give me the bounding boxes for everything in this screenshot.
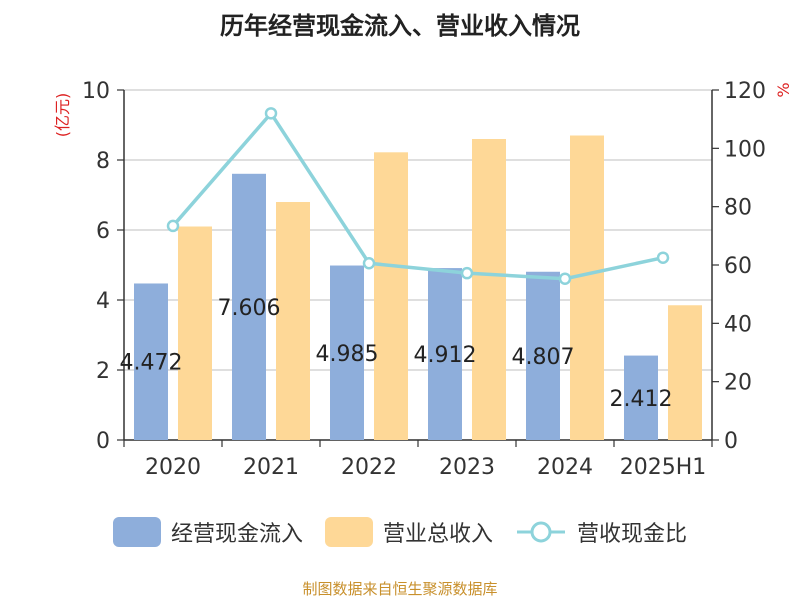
y-left-tick-label: 0 [96,429,110,454]
legend-label-cash-inflow: 经营现金流入 [170,522,303,547]
x-tick-label: 2025H1 [620,455,707,480]
bar-revenue [178,226,212,440]
data-label-cash-inflow: 7.606 [218,296,281,321]
data-label-cash-inflow: 4.807 [512,345,575,370]
y-right-tick-label: 0 [724,429,738,454]
y-left-tick-label: 6 [96,219,110,244]
y-left-tick-label: 10 [82,79,110,104]
x-tick-label: 2020 [145,455,201,480]
legend-swatch-cash-inflow [112,517,161,547]
bar-cash-inflow [232,173,266,441]
bar-revenue [276,202,310,440]
bar-cash-inflow [330,265,364,440]
line-point-cash-ratio [166,219,180,233]
bar-revenue [668,305,702,440]
y-right-tick-label: 40 [724,312,752,337]
line-point-cash-ratio [656,251,670,264]
y-right-tick-label: 120 [724,79,766,104]
bar-revenue [472,139,506,440]
chart-title: 历年经营现金流入、营业收入情况 [220,12,580,40]
y-left-tick-label: 8 [96,149,110,174]
y-left-axis-label: (亿元) [53,93,72,138]
line-cash-ratio [171,110,664,281]
line-point-cash-ratio [362,257,376,270]
y-left-tick-label: 2 [96,359,110,384]
legend-item-cash-ratio[interactable]: 营收现金比 [515,516,687,548]
y-right-tick-label: 80 [724,196,752,221]
data-label-cash-inflow: 4.912 [414,343,477,368]
x-tick-label: 2024 [537,455,593,480]
legend-line-marker-icon [517,521,565,543]
bar-revenue [374,152,408,441]
y-right-axis-label: % [774,82,793,97]
chart-legend: 经营现金流入 营业总收入 营收现金比 [0,516,800,548]
bar-cash-inflow [624,355,658,440]
line-point-cash-ratio [460,266,474,280]
y-right-tick-label: 60 [724,254,752,279]
y-left-tick-label: 4 [96,289,110,314]
y-right-tick-label: 100 [724,137,766,162]
legend-label-cash-ratio: 营收现金比 [577,522,688,547]
x-tick-label: 2021 [243,455,299,480]
legend-item-cash-inflow[interactable]: 经营现金流入 [112,516,303,548]
bar-cash-inflow [134,283,168,440]
bar-cash-inflow [526,271,560,440]
legend-item-revenue[interactable]: 营业总收入 [324,516,493,548]
y-right-tick-label: 20 [724,371,752,396]
x-tick-label: 2023 [439,455,495,480]
legend-swatch-revenue [324,517,373,547]
source-note: 制图数据来自恒生聚源数据库 [302,580,498,598]
line-point-cash-ratio [558,272,572,285]
data-label-cash-inflow: 2.412 [610,387,673,412]
line-point-cash-ratio [264,107,278,120]
data-label-cash-inflow: 4.985 [316,342,379,367]
x-tick-label: 2022 [341,455,397,480]
data-label-cash-inflow: 4.472 [120,351,183,376]
legend-label-revenue: 营业总收入 [382,522,493,547]
bar-revenue [570,135,604,440]
bar-cash-inflow [428,268,462,440]
